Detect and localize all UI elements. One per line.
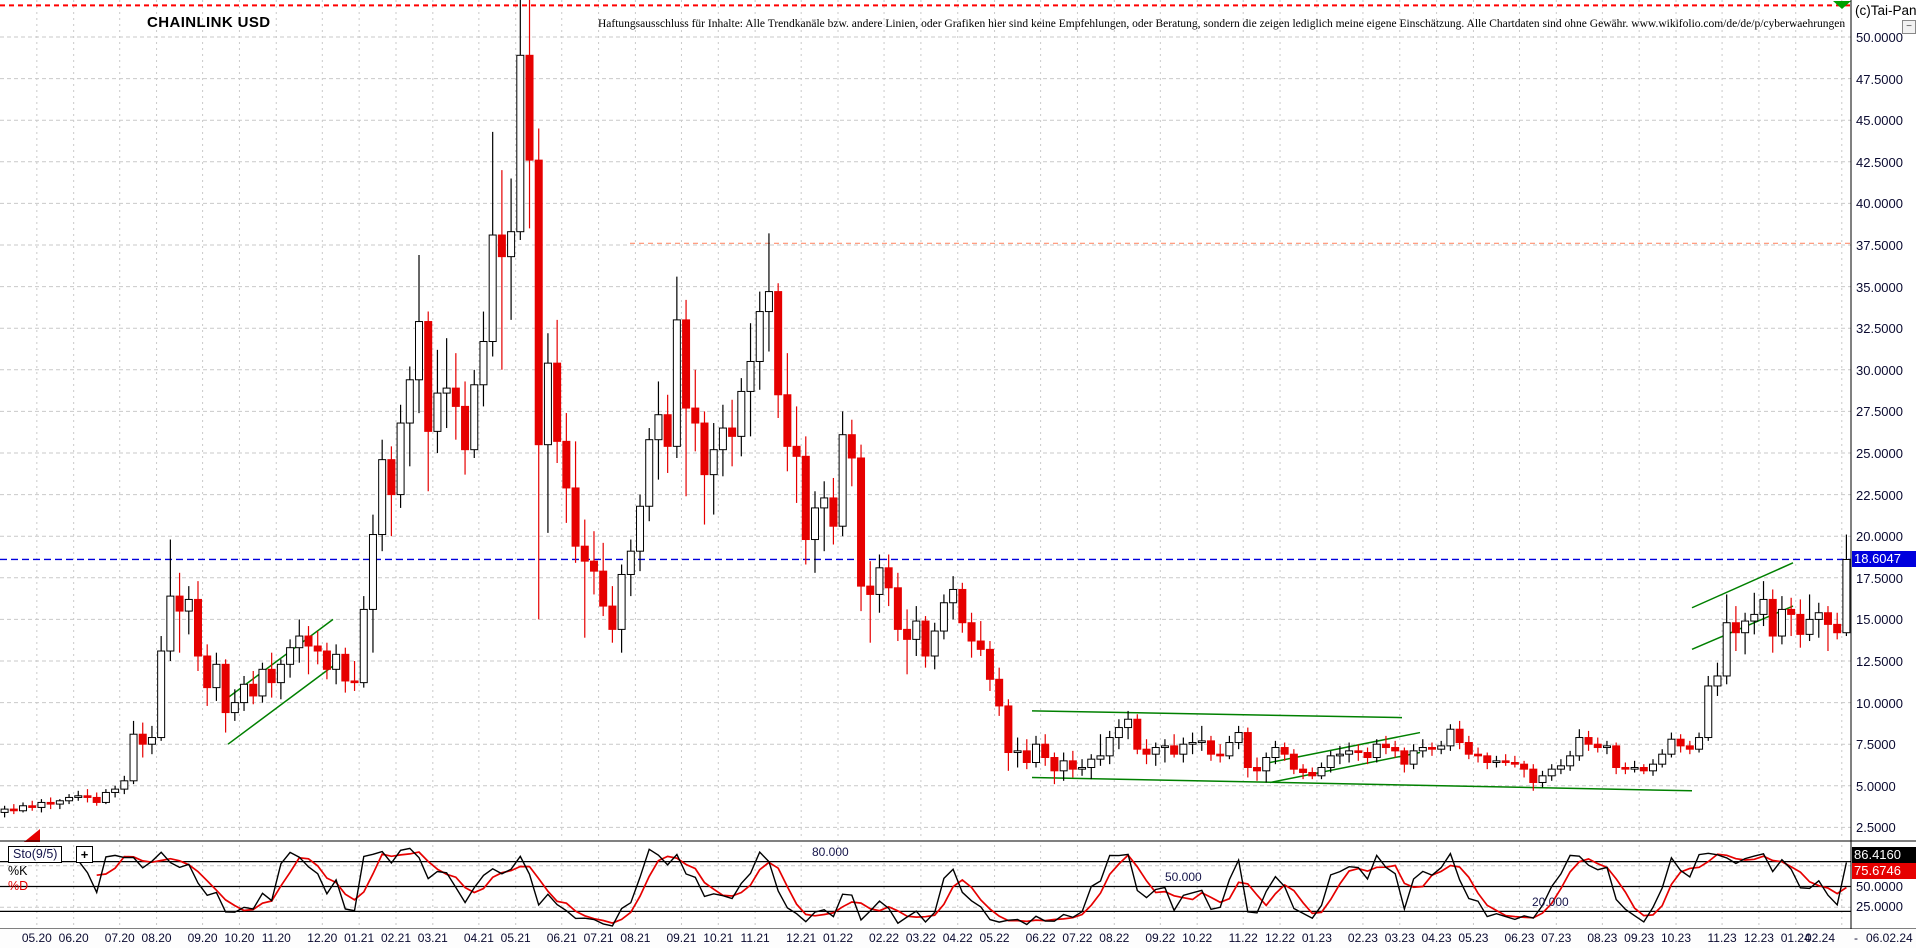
month-label: 06.20: [58, 931, 89, 945]
month-label: 02.22: [869, 931, 900, 945]
month-label: 04.23: [1421, 931, 1452, 945]
sto-axis-25-label: 25.0000: [1856, 899, 1903, 914]
last-price-tag: 18.6047: [1852, 551, 1916, 568]
price-tick-label: 45.0000: [1856, 113, 1903, 129]
sto-level-20-label: 20.000: [1532, 895, 1569, 909]
price-tick-label: 32.5000: [1856, 321, 1903, 337]
month-label: 05.22: [979, 931, 1010, 945]
plus-icon: +: [80, 847, 89, 862]
price-tick-label: 47.5000: [1856, 71, 1903, 87]
month-label: 03.23: [1384, 931, 1415, 945]
month-label: 02.24: [1804, 931, 1836, 945]
price-tick-label: 2.5000: [1856, 820, 1896, 836]
drawing-anchor-icon: [24, 829, 40, 842]
price-tick-label: 35.0000: [1856, 279, 1903, 295]
price-tick-label: 40.0000: [1856, 196, 1903, 212]
price-tick-label: 17.5000: [1856, 570, 1903, 586]
month-label: 09.22: [1145, 931, 1176, 945]
month-label: 12.23: [1743, 931, 1774, 945]
month-label: 07.23: [1541, 931, 1572, 945]
month-label: 02.23: [1347, 931, 1378, 945]
month-label: 07.20: [104, 931, 135, 945]
month-label: 01.21: [344, 931, 375, 945]
month-label: 11.23: [1707, 931, 1737, 945]
month-label: 11.22: [1228, 931, 1258, 945]
sto-k-value-tag: 86.4160: [1852, 847, 1916, 863]
price-tick-label: 12.5000: [1856, 654, 1903, 669]
price-tick-label: 30.0000: [1856, 362, 1903, 378]
month-label: 08.23: [1587, 931, 1618, 945]
month-label: 10.22: [1182, 931, 1213, 945]
month-label: 02.21: [380, 931, 411, 945]
month-label: 06.21: [546, 931, 577, 945]
price-tick-label: 50.0000: [1856, 30, 1903, 45]
price-tick-label: 37.5000: [1856, 238, 1903, 253]
price-tick-label: 20.0000: [1856, 529, 1903, 545]
month-label: 01.23: [1301, 931, 1332, 945]
price-tick-label: 25.0000: [1856, 446, 1903, 461]
month-label: 04.21: [463, 931, 494, 945]
month-label: 03.22: [905, 931, 936, 945]
price-tick-label: 22.5000: [1856, 487, 1903, 503]
sto-level-50-label: 50.000: [1165, 870, 1202, 884]
month-label: 11.20: [261, 931, 291, 945]
stochastic-d-label: %D: [8, 879, 29, 893]
month-label: 09.21: [666, 931, 697, 945]
chart-title: CHAINLINK USD: [147, 14, 271, 31]
date-axis-strip: 05.20 06.20 07.20 08.20 09.20 10.20 11.20 12.20…: [0, 929, 1916, 948]
indicator-add-button[interactable]: +: [76, 846, 93, 863]
month-label: 06.22: [1025, 931, 1056, 945]
collapse-axis-button[interactable]: −: [1902, 20, 1916, 34]
sto-axis-50-label: 50.0000: [1856, 879, 1903, 894]
month-label: 10.21: [703, 931, 734, 945]
month-label: 12.21: [786, 931, 817, 945]
month-label: 10.23: [1661, 931, 1692, 945]
month-label: 09.23: [1624, 931, 1655, 945]
month-label: 05.21: [500, 931, 531, 945]
sto-d-value-tag: 75.6746: [1852, 863, 1916, 879]
month-label: 06.23: [1504, 931, 1535, 945]
month-label: 12.20: [307, 931, 338, 945]
month-label: 07.21: [583, 931, 614, 945]
scroll-right-marker-icon: [1833, 1, 1851, 9]
month-label: 01.22: [822, 931, 854, 945]
month-label: 10.20: [224, 931, 255, 945]
price-tick-label: 10.0000: [1856, 695, 1903, 711]
month-label: 03.21: [417, 931, 448, 945]
month-label: 08.20: [141, 931, 172, 945]
last-date-label: 06.02.24: [1866, 931, 1913, 945]
month-label: 07.22: [1062, 931, 1093, 945]
month-label: 12.22: [1265, 931, 1296, 945]
stochastic-k-label: %K: [8, 864, 28, 878]
month-label: 11.21: [740, 931, 770, 945]
price-tick-label: 27.5000: [1856, 404, 1903, 420]
month-label: 05.23: [1458, 931, 1489, 945]
month-label: 04.22: [942, 931, 973, 945]
disclaimer-text: Haftungsausschluss für Inhalte: Alle Tre…: [598, 18, 1846, 30]
month-label: 08.21: [620, 931, 651, 945]
month-label: 05.20: [21, 931, 52, 945]
month-label: 01.24: [1780, 931, 1811, 945]
date-separator: -: [1854, 931, 1858, 945]
sto-level-80-label: 80.000: [812, 845, 849, 859]
month-label: 09.20: [187, 931, 218, 945]
price-tick-label: 42.5000: [1856, 154, 1903, 170]
copyright-label: (c)Tai-Pan: [1855, 3, 1916, 18]
indicator-name-button[interactable]: Sto(9/5): [8, 846, 63, 863]
price-tick-label: 7.5000: [1856, 737, 1896, 753]
price-tick-label: 15.0000: [1856, 612, 1903, 628]
minus-icon: −: [1906, 21, 1912, 32]
price-tick-label: 5.0000: [1856, 778, 1896, 794]
month-label: 08.22: [1099, 931, 1130, 945]
